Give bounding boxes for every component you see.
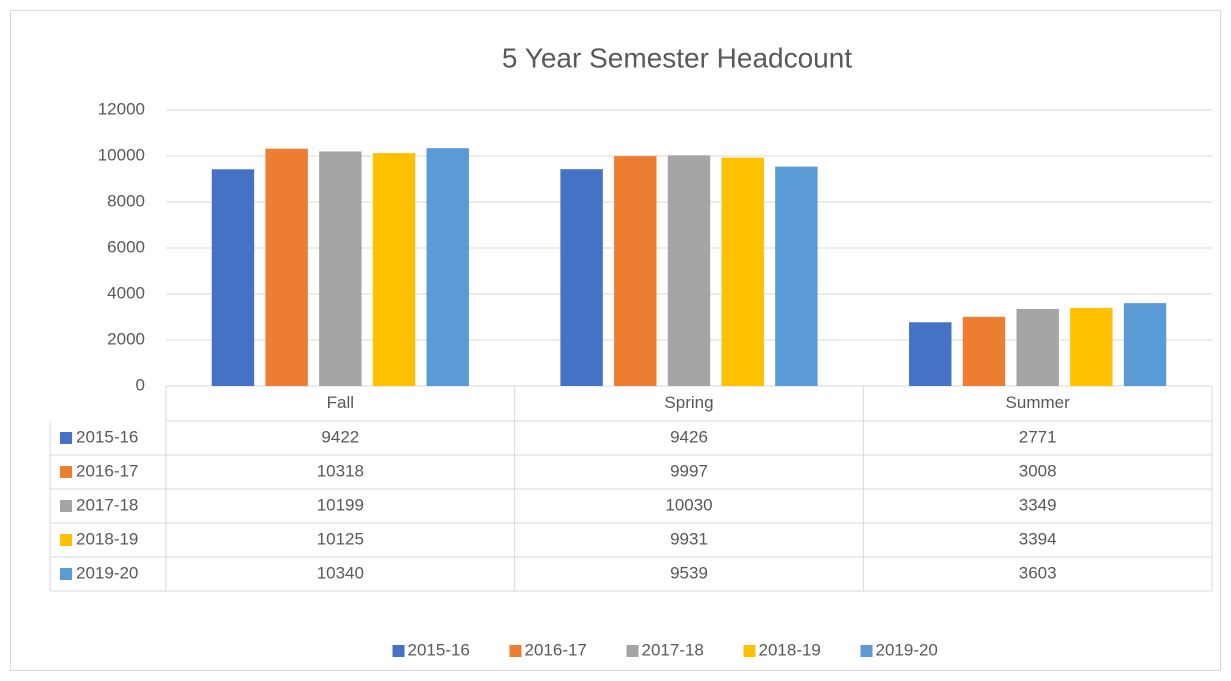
bar	[560, 169, 603, 386]
table-cell: 9426	[670, 427, 708, 446]
table-cell: 9539	[670, 563, 708, 582]
x-tick-label: Fall	[327, 393, 354, 412]
y-tick-label: 6000	[107, 237, 145, 256]
bar	[1016, 308, 1059, 386]
table-legend-key	[60, 466, 72, 478]
bar	[614, 156, 657, 386]
bar	[721, 157, 764, 386]
y-tick-label: 2000	[107, 329, 145, 348]
bar	[909, 322, 952, 386]
bar	[667, 155, 711, 386]
bar	[372, 153, 416, 386]
bar	[265, 148, 308, 386]
table-legend-key	[60, 500, 72, 512]
y-tick-label: 12000	[98, 99, 145, 118]
chart-title: 5 Year Semester Headcount	[502, 42, 852, 73]
legend-key	[509, 645, 522, 657]
legend-label: 2019-20	[876, 640, 938, 659]
table-row-label: 2019-20	[76, 563, 138, 582]
table-cell: 10030	[665, 495, 712, 514]
table-legend-key	[60, 568, 72, 580]
legend-key	[743, 645, 756, 657]
y-tick-label: 8000	[107, 191, 145, 210]
table-legend-key	[60, 534, 72, 546]
table-cell: 2771	[1019, 427, 1057, 446]
table-row-label: 2016-17	[76, 461, 138, 480]
legend-key	[626, 645, 639, 657]
table-row-label: 2015-16	[76, 427, 138, 446]
bar	[211, 169, 255, 386]
table-cell: 3603	[1019, 563, 1057, 582]
legend-label: 2015-16	[408, 640, 470, 659]
table-cell: 10199	[317, 495, 364, 514]
table-cell: 9931	[670, 529, 708, 548]
table-row-label: 2017-18	[76, 495, 138, 514]
legend-key	[392, 645, 405, 657]
table-cell: 10318	[317, 461, 364, 480]
y-tick-label: 4000	[107, 283, 145, 302]
y-tick-label: 10000	[98, 145, 145, 164]
table-cell: 10125	[317, 529, 364, 548]
table-cell: 10340	[317, 563, 364, 582]
table-cell: 9422	[321, 427, 359, 446]
legend-label: 2017-18	[642, 640, 704, 659]
bar	[319, 151, 362, 386]
x-tick-label: Summer	[1006, 393, 1071, 412]
table-cell: 3394	[1019, 529, 1057, 548]
table-legend-key	[60, 432, 72, 444]
legend-label: 2018-19	[759, 640, 821, 659]
bar	[1070, 307, 1113, 386]
table-cell: 3008	[1019, 461, 1057, 480]
y-tick-label: 0	[136, 375, 145, 394]
table-cell: 3349	[1019, 495, 1057, 514]
table-row-label: 2018-19	[76, 529, 138, 548]
bar	[775, 166, 818, 386]
x-tick-label: Spring	[664, 393, 713, 412]
legend-key	[860, 645, 873, 657]
bar	[1123, 303, 1167, 386]
bar	[426, 148, 469, 386]
bar	[962, 316, 1006, 386]
table-cell: 9997	[670, 461, 708, 480]
legend-label: 2016-17	[525, 640, 587, 659]
